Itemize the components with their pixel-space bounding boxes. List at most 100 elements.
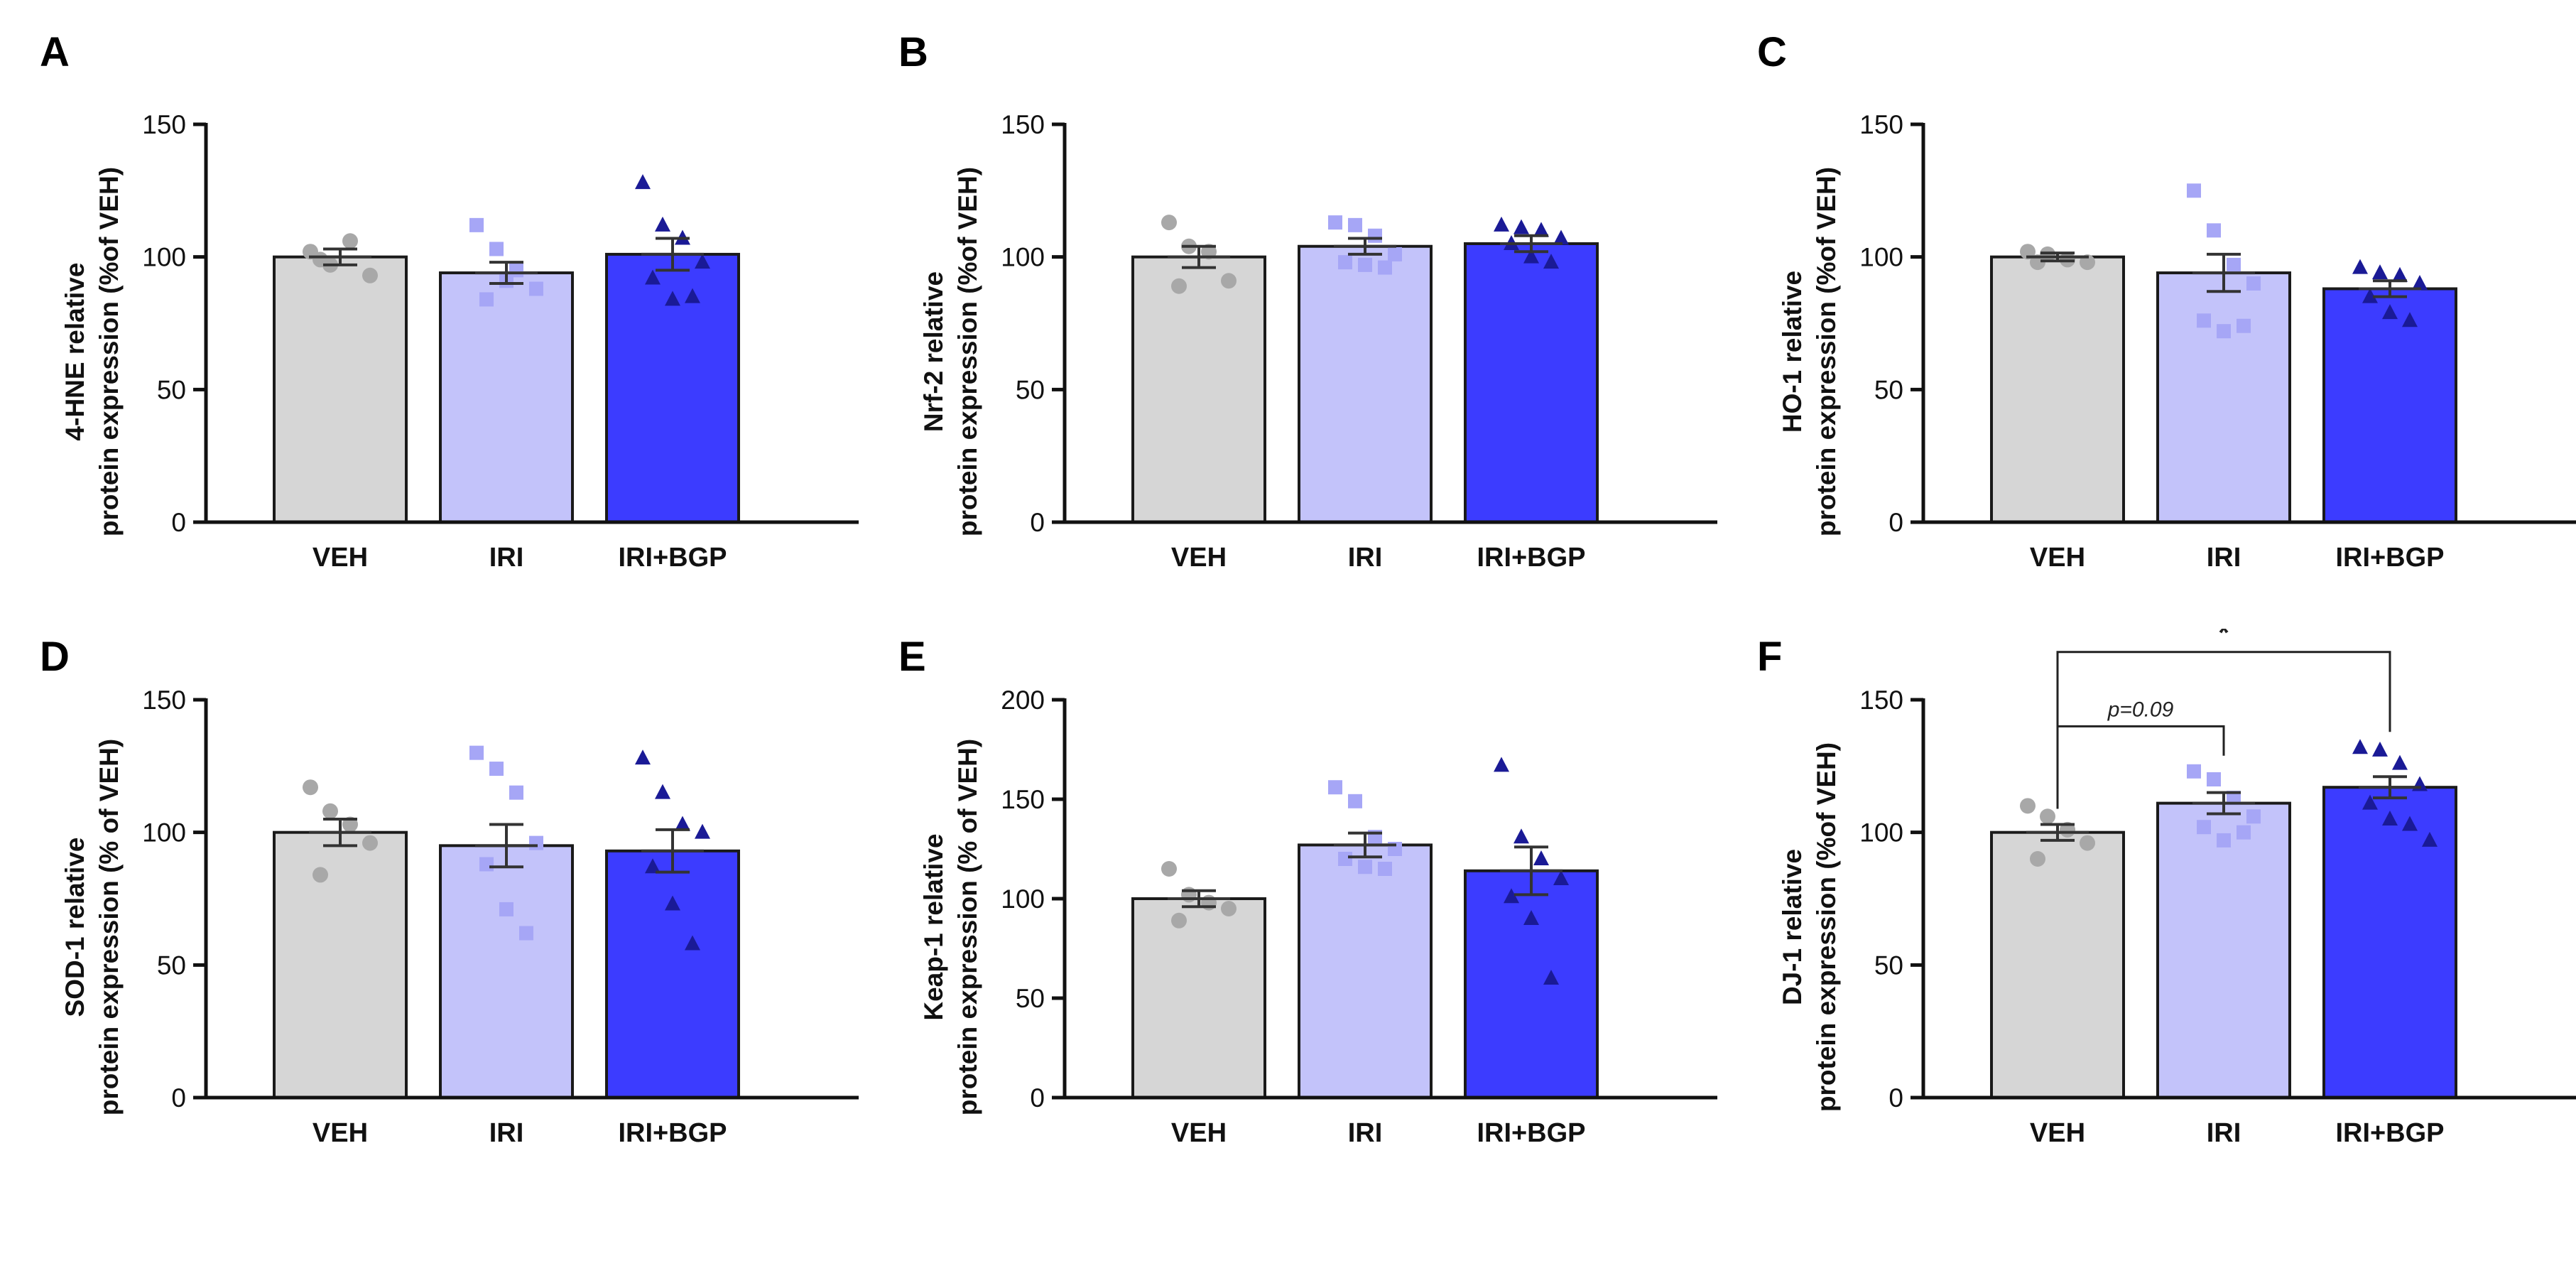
x-tick-label: IRI <box>2207 1118 2241 1148</box>
bar-iri+bgp <box>2322 287 2457 524</box>
error-bar-veh <box>1168 889 1230 909</box>
data-point <box>2030 851 2045 867</box>
x-tick-label: VEH <box>1171 1118 1227 1148</box>
data-point <box>1221 901 1237 916</box>
y-tick-label: 0 <box>1030 1083 1045 1113</box>
data-point <box>342 233 358 249</box>
y-axis-label: protein expression (%of VEH) <box>1812 167 1841 536</box>
panel-letter: B <box>898 29 928 75</box>
error-bar-iri <box>1334 831 1396 859</box>
points-iri <box>469 745 543 941</box>
data-point <box>1338 255 1352 270</box>
y-tick-label: 100 <box>142 243 186 272</box>
y-tick-label: 150 <box>1001 110 1045 139</box>
x-tick-label: VEH <box>313 1118 368 1148</box>
panel-b: B 0 50 100 150 VEH IRI IRI+BGP Nrf-2 relative pr… <box>859 0 1718 629</box>
x-tick-label: VEH <box>313 543 368 573</box>
data-point <box>665 895 680 911</box>
data-point <box>1523 248 1539 264</box>
data-point <box>2402 816 2418 831</box>
data-point <box>1388 247 1402 261</box>
error-bar-iri <box>2192 252 2255 293</box>
data-point <box>2080 835 2095 851</box>
error-bar-iri+bgp <box>641 237 704 272</box>
data-point <box>2197 313 2211 328</box>
error-bar-iri+bgp <box>2359 775 2421 800</box>
data-point <box>1358 860 1372 875</box>
y-tick-label: 0 <box>1888 1083 1903 1113</box>
data-point <box>1348 794 1362 808</box>
significance-label: * <box>2218 629 2229 649</box>
y-tick-label: 0 <box>1030 508 1045 537</box>
x-tick-label: IRI+BGP <box>2335 1118 2444 1148</box>
data-point <box>1338 852 1352 866</box>
data-point <box>665 291 680 306</box>
data-point <box>1171 278 1187 294</box>
data-point <box>1161 861 1177 877</box>
error-bar-veh <box>309 247 371 266</box>
data-point <box>1553 229 1569 245</box>
data-point <box>2217 833 2231 848</box>
y-tick-label: 100 <box>1001 884 1045 914</box>
data-point <box>479 857 494 872</box>
data-point <box>2187 183 2201 198</box>
data-point <box>685 935 700 951</box>
data-point <box>1513 219 1529 234</box>
y-axis-label: DJ-1 relative <box>1778 849 1807 1005</box>
panel-a: A 0 50 100 150 VEH IRI IRI+BGP 4-HNE relative pr… <box>0 0 859 629</box>
bar-veh <box>273 830 408 1099</box>
panel-f: F 0 50 100 150 VEH IRI IRI+BGP DJ-1 relative pro… <box>1717 617 2576 1257</box>
data-point <box>655 784 670 799</box>
data-point <box>1494 216 1509 232</box>
data-point <box>2362 288 2378 303</box>
data-point <box>519 926 533 941</box>
data-point <box>1494 757 1509 772</box>
panel-d: D 0 50 100 150 VEH IRI IRI+BGP SOD-1 relative pr… <box>0 629 859 1257</box>
bracket-line <box>2056 651 2391 809</box>
x-tick-label: VEH <box>1171 543 1227 573</box>
data-point <box>1348 217 1362 232</box>
data-point <box>2246 276 2261 291</box>
data-point <box>1171 912 1187 929</box>
data-point <box>2392 754 2408 770</box>
bar-iri+bgp <box>1464 869 1599 1099</box>
data-point <box>313 867 328 883</box>
data-point <box>1543 254 1559 269</box>
data-point <box>303 779 318 796</box>
y-tick-label: 50 <box>157 951 186 980</box>
data-point <box>1328 780 1342 795</box>
data-point <box>1533 850 1549 865</box>
data-point <box>2382 811 2398 826</box>
error-bar-iri <box>1334 237 1396 256</box>
data-point <box>362 267 378 283</box>
data-point <box>2352 259 2368 274</box>
error-bar-iri+bgp <box>2359 279 2421 298</box>
x-tick-label: IRI+BGP <box>2335 543 2444 573</box>
data-point <box>1161 215 1177 231</box>
y-tick-label: 150 <box>142 686 186 715</box>
significance-bracket: p=0.09 <box>2056 698 2225 809</box>
data-point <box>1543 970 1559 985</box>
y-axis-label: protein expression (%of VEH) <box>94 167 124 536</box>
data-point <box>529 835 543 850</box>
significance-label: p=0.09 <box>2107 698 2174 721</box>
bar-iri+bgp <box>605 849 740 1099</box>
data-point <box>489 762 504 776</box>
y-tick-label: 0 <box>171 508 186 537</box>
data-point <box>489 242 504 256</box>
data-point <box>2237 825 2251 840</box>
bar-veh <box>1131 255 1266 524</box>
points-iri+bgp <box>2352 739 2438 847</box>
points-iri <box>2187 183 2261 339</box>
bar-iri+bgp <box>1464 242 1599 524</box>
x-tick-label: IRI <box>1348 543 1383 573</box>
data-point <box>2040 808 2055 825</box>
x-tick-label: IRI <box>2207 543 2241 573</box>
data-point <box>2402 312 2418 328</box>
data-point <box>2237 318 2251 333</box>
y-axis-label: HO-1 relative <box>1778 271 1807 433</box>
bar-iri <box>439 844 574 1099</box>
data-point <box>2187 764 2201 779</box>
data-point <box>1181 887 1197 903</box>
